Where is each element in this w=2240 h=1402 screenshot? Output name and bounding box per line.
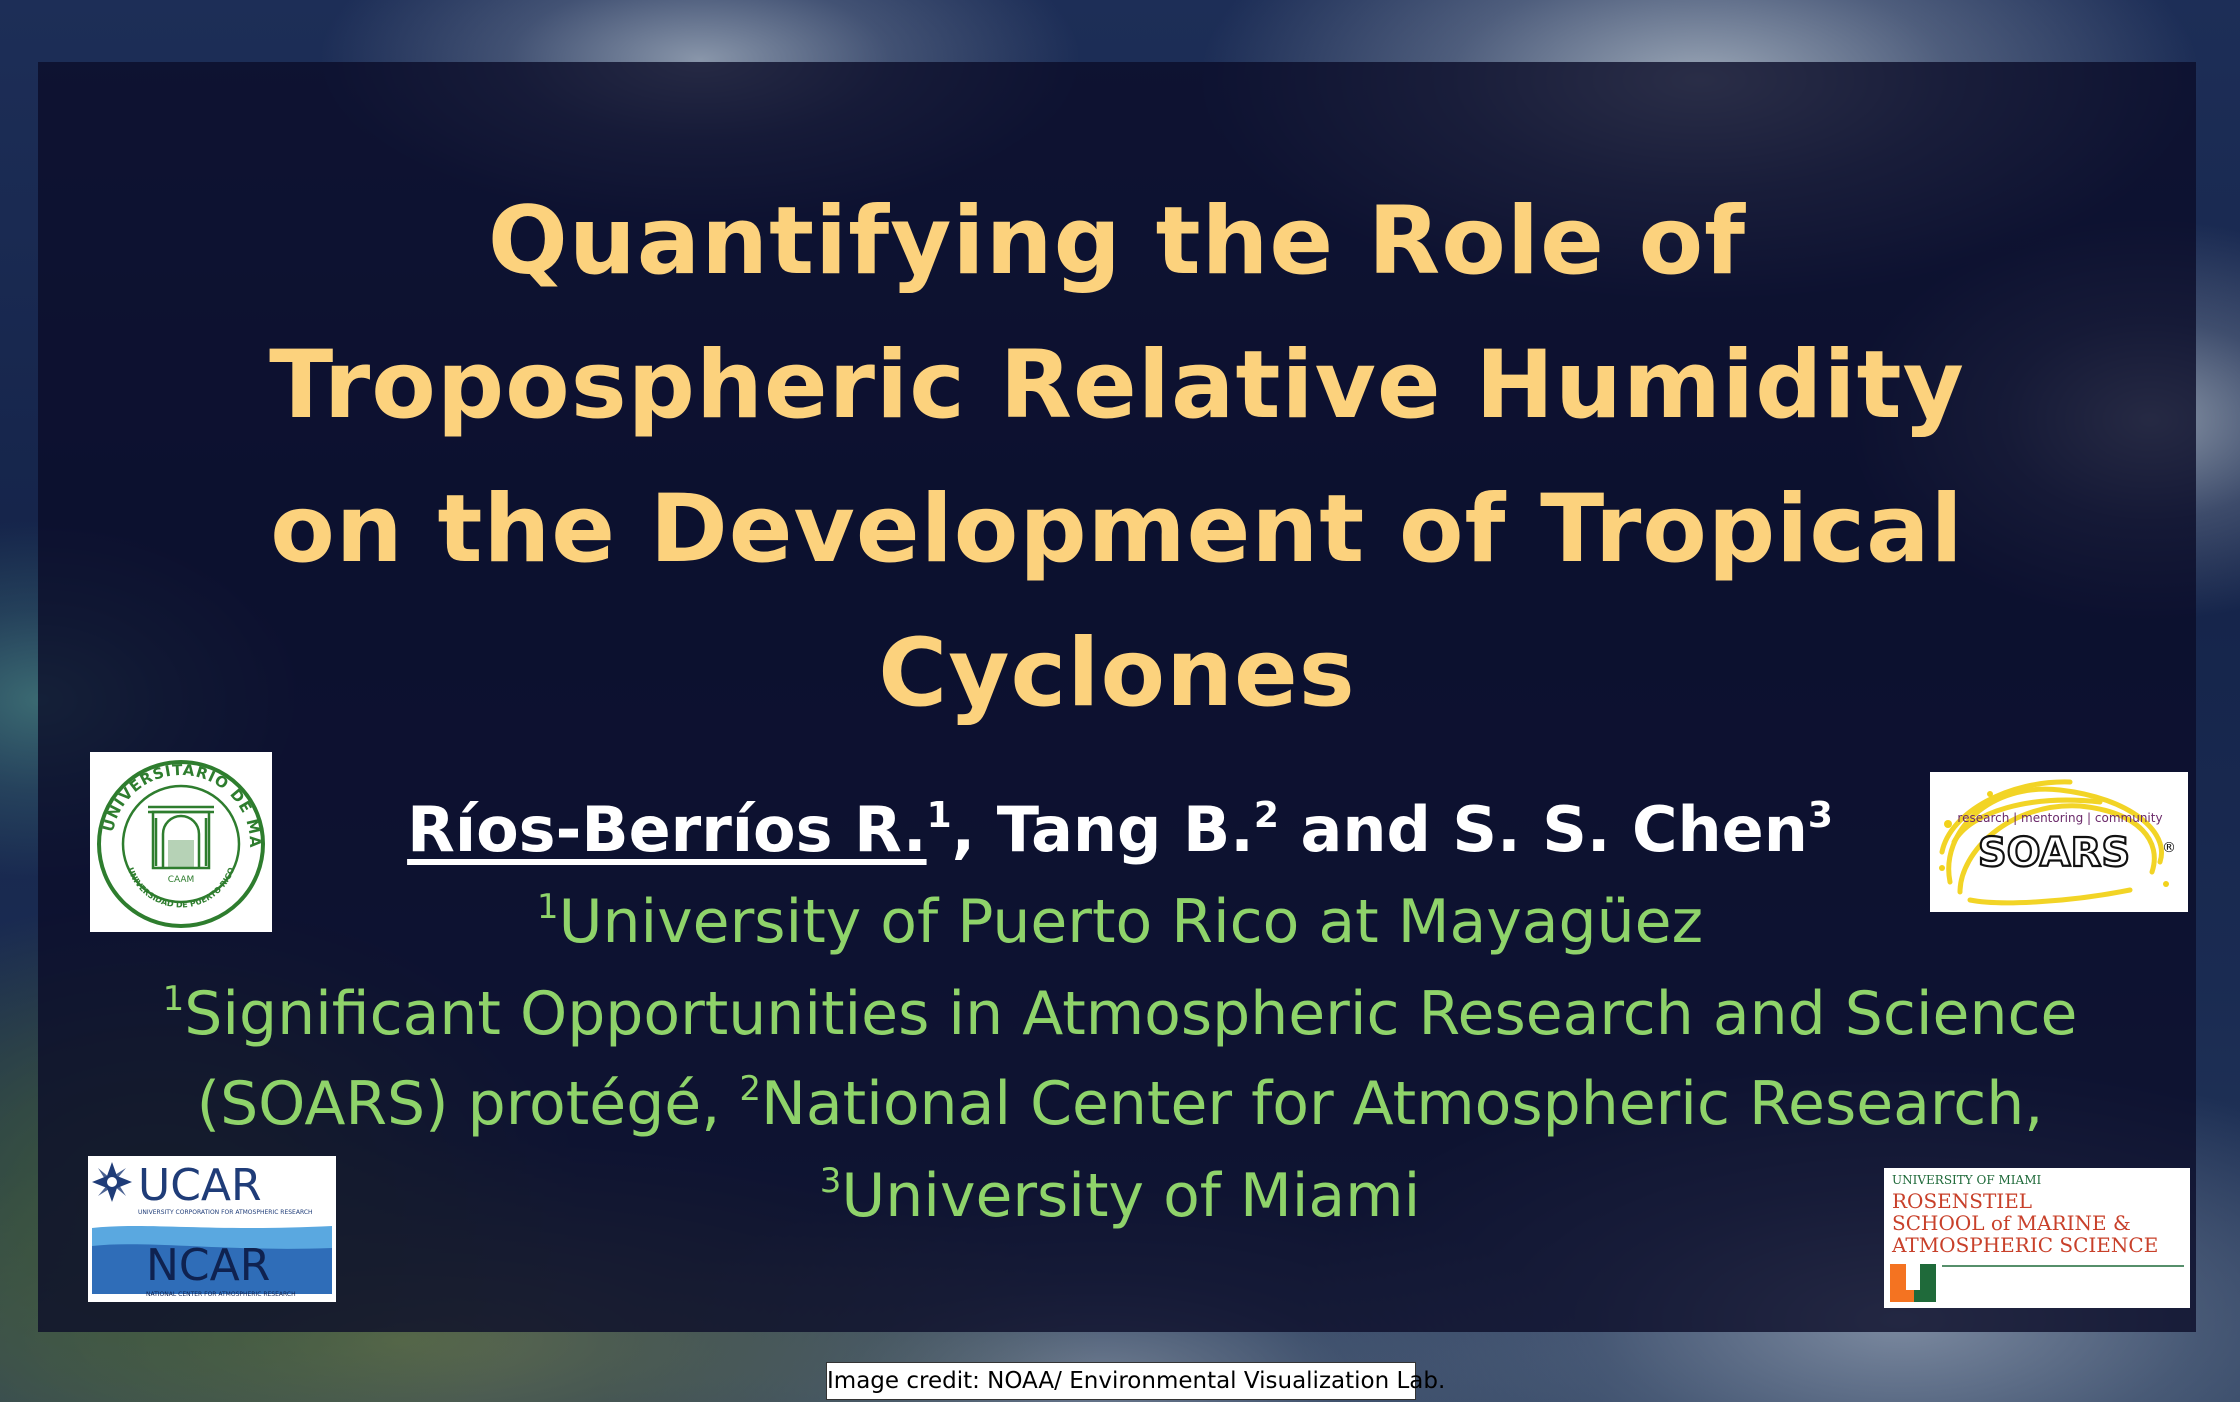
lead-author-affiliation: 1 — [926, 795, 952, 836]
uprm-mark-text: CAAM — [168, 875, 195, 885]
affiliation-marker: 1 — [162, 979, 185, 1019]
affiliation-text: Significant Opportunities in Atmospheric… — [184, 979, 2078, 1049]
ncar-subtitle: NATIONAL CENTER FOR ATMOSPHERIC RESEARCH — [146, 1291, 296, 1298]
uprm-seal-icon: RECINTO UNIVERSITARIO DE MAYAGÜEZ UNIVER… — [83, 737, 265, 928]
soars-name: SOARS — [1978, 830, 2130, 876]
affiliation-line-2: 1Significant Opportunities in Atmospheri… — [0, 974, 2240, 1054]
second-author: , Tang B. — [951, 793, 1254, 866]
soars-tagline: research | mentoring | community — [1957, 811, 2162, 825]
poster-title: Quantifying the Role of Tropospheric Rel… — [38, 170, 2196, 746]
title-line-1: Quantifying the Role of — [487, 187, 1747, 296]
affiliation-text: National Center for Atmospheric Research… — [761, 1069, 2044, 1139]
affiliation-text: University of Puerto Rico at Mayagüez — [558, 887, 1704, 957]
affiliation-marker: 3 — [819, 1161, 842, 1201]
affiliation-text: University of Miami — [841, 1161, 1421, 1231]
affiliation-marker: 1 — [536, 887, 559, 927]
ucar-ncar-icon: UCAR UNIVERSITY CORPORATION FOR ATMOSPHE… — [92, 1160, 332, 1298]
affiliation-line-4: 3University of Miami — [0, 1156, 2240, 1236]
affiliation-marker: 2 — [739, 1069, 761, 1109]
uprm-bottom-text: UNIVERSIDAD DE PUERTO RICO — [126, 866, 237, 909]
ncar-name: NCAR — [146, 1240, 270, 1291]
image-credit: Image credit: NOAA/ Environmental Visual… — [826, 1362, 1446, 1400]
soars-logo: research | mentoring | community SOARS ® — [1930, 772, 2188, 912]
soars-swirl-icon: research | mentoring | community SOARS ® — [1939, 779, 2176, 906]
miami-u-icon — [1890, 1264, 1936, 1302]
rsmas-logo: UNIVERSITY OF MIAMI ROSENSTIEL SCHOOL of… — [1884, 1168, 2190, 1308]
uprm-seal-logo: RECINTO UNIVERSITARIO DE MAYAGÜEZ UNIVER… — [83, 737, 272, 932]
title-panel — [38, 62, 2196, 1332]
title-line-2: Tropospheric Relative Humidity — [269, 331, 1965, 440]
affiliation-text: (SOARS) protégé, — [196, 1069, 740, 1139]
second-author-affiliation: 2 — [1253, 795, 1279, 836]
title-line-3: on the Development of Tropical — [270, 475, 1964, 584]
svg-text:UNIVERSIDAD DE PUERTO RICO: UNIVERSIDAD DE PUERTO RICO — [126, 866, 237, 909]
author-list: Ríos-Berríos R.1, Tang B.2 and S. S. Che… — [0, 790, 2240, 870]
rsmas-atmospheric-line: ATMOSPHERIC SCIENCE — [1891, 1233, 2158, 1257]
third-author: and S. S. Chen — [1278, 793, 1808, 866]
title-line-4: Cyclones — [878, 619, 1356, 728]
affiliation-line-1: 1University of Puerto Rico at Mayagüez — [0, 882, 2240, 962]
ucar-subtitle: UNIVERSITY CORPORATION FOR ATMOSPHERIC R… — [138, 1209, 313, 1216]
image-credit-text: Image credit: NOAA/ Environmental Visual… — [827, 1368, 1446, 1394]
affiliation-line-3: (SOARS) protégé, 2National Center for At… — [0, 1064, 2240, 1144]
soars-registered-mark: ® — [2162, 840, 2176, 856]
ucar-name: UCAR — [138, 1160, 262, 1211]
rsmas-university-line: UNIVERSITY OF MIAMI — [1892, 1173, 2041, 1187]
third-author-affiliation: 3 — [1807, 795, 1833, 836]
rsmas-school-line: SCHOOL of MARINE & — [1892, 1211, 2131, 1235]
rsmas-rosenstiel-line: ROSENSTIEL — [1892, 1189, 2032, 1213]
ucar-ncar-logo: UCAR UNIVERSITY CORPORATION FOR ATMOSPHE… — [88, 1156, 336, 1302]
rsmas-icon: UNIVERSITY OF MIAMI ROSENSTIEL SCHOOL of… — [1890, 1173, 2184, 1302]
lead-author: Ríos-Berríos R. — [407, 793, 927, 866]
